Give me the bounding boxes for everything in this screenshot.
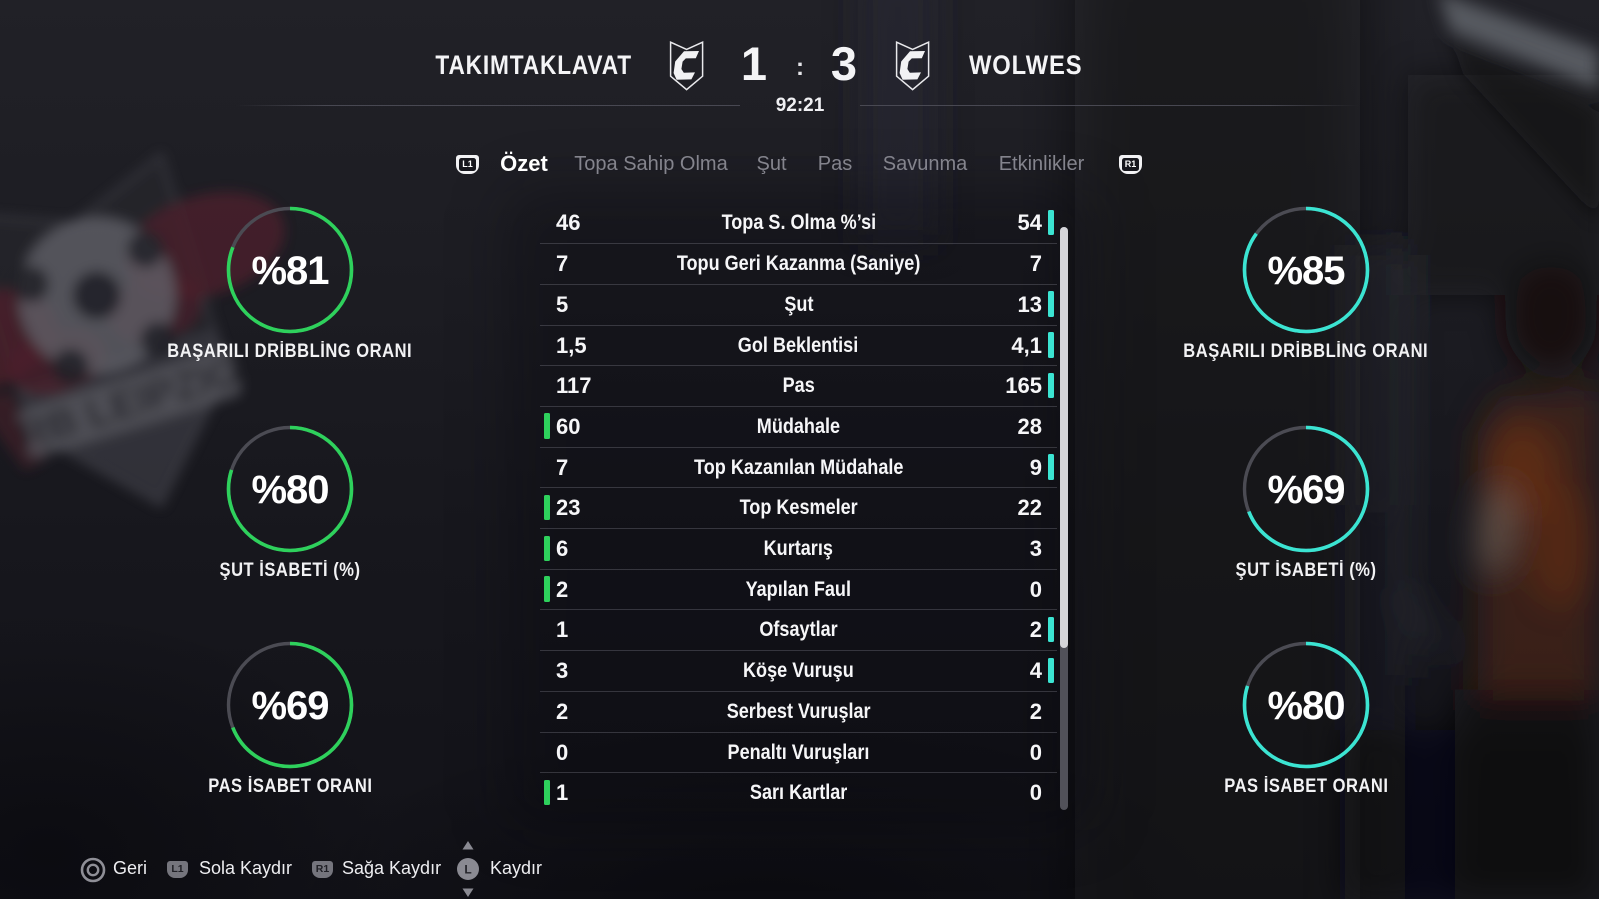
svg-text:L: L: [464, 863, 471, 877]
